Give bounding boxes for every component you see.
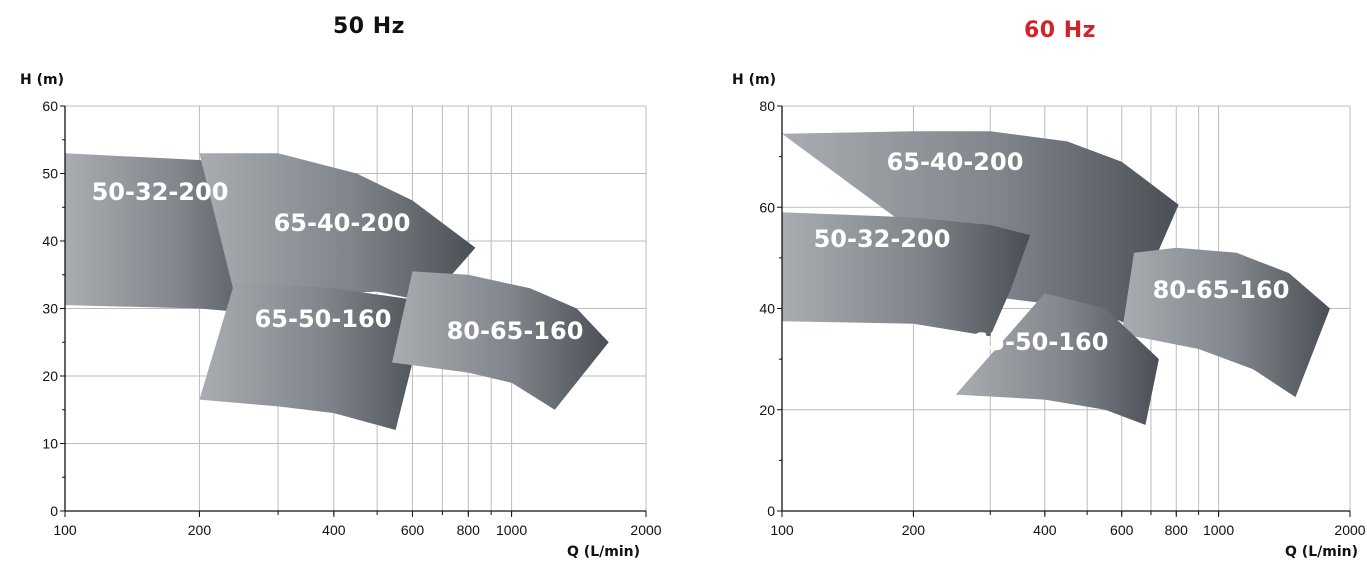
y-tick-label: 0 <box>50 503 58 519</box>
y-tick-label: 80 <box>759 98 775 114</box>
series-label-65-40-200: 65-40-200 <box>274 209 411 237</box>
x-axis-label: Q (L/min) <box>1285 544 1358 560</box>
x-tick-label: 1000 <box>496 522 527 538</box>
x-tick-label: 200 <box>902 522 926 538</box>
y-tick-label: 20 <box>759 402 775 418</box>
series-label-80-65-160: 80-65-160 <box>1153 276 1290 304</box>
series-label-65-50-160: 65-50-160 <box>972 328 1109 356</box>
chart-60hz-plot: 0 20 40 60 80 100 200 400 600 800 1000 2000 H (m) Q (… <box>732 72 1366 560</box>
series-region-65-50-160 <box>955 293 1159 425</box>
x-tick-label: 800 <box>1165 522 1189 538</box>
series-label-65-50-160: 65-50-160 <box>255 305 392 333</box>
series-label-80-65-160: 80-65-160 <box>447 317 584 345</box>
series-region-50-32-200 <box>782 212 1031 337</box>
x-tick-label: 600 <box>1110 522 1134 538</box>
x-tick-label: 600 <box>401 522 425 538</box>
y-tick-label: 40 <box>42 233 58 249</box>
y-tick-label: 0 <box>767 503 775 519</box>
axes: 0 20 40 60 80 100 200 400 600 800 1000 2000 <box>759 98 1365 538</box>
chart-50hz: 50 Hz 0 10 20 30 40 50 60 100 200 400 600 800 1000 20… <box>0 0 670 564</box>
series-region-80-65-160 <box>392 271 609 410</box>
series-label-50-32-200: 50-32-200 <box>814 225 951 253</box>
x-tick-label: 100 <box>770 522 794 538</box>
y-tick-label: 60 <box>759 199 775 215</box>
chart-title-60hz: 60 Hz <box>1024 18 1096 43</box>
series-label-65-40-200: 65-40-200 <box>887 148 1024 176</box>
y-tick-label: 60 <box>42 98 58 114</box>
x-tick-label: 100 <box>53 522 77 538</box>
series-region-65-50-160 <box>199 281 428 430</box>
x-tick-label: 400 <box>1033 522 1057 538</box>
y-axis-label: H (m) <box>20 72 64 88</box>
series-label-50-32-200: 50-32-200 <box>92 178 229 206</box>
series-region-65-40-200 <box>199 153 476 312</box>
y-axis-label: H (m) <box>732 72 776 88</box>
x-tick-label: 1000 <box>1203 522 1234 538</box>
y-tick-label: 50 <box>42 166 58 182</box>
x-axis-label: Q (L/min) <box>567 544 640 560</box>
axes: 0 10 20 30 40 50 60 100 200 400 600 800 1000 2000 <box>42 98 661 538</box>
chart-60hz: 60 Hz 0 20 40 60 80 100 200 400 600 800 1000 2000 H … <box>690 0 1367 564</box>
x-tick-label: 2000 <box>630 522 661 538</box>
chart-50hz-plot: 0 10 20 30 40 50 60 100 200 400 600 800 1000 2000 H (m… <box>20 72 662 560</box>
y-tick-label: 20 <box>42 368 58 384</box>
y-tick-label: 40 <box>759 301 775 317</box>
chart-title-50hz: 50 Hz <box>333 14 405 39</box>
x-tick-label: 400 <box>322 522 346 538</box>
y-tick-label: 30 <box>42 301 58 317</box>
x-tick-label: 800 <box>457 522 481 538</box>
x-tick-label: 200 <box>188 522 212 538</box>
series-region-80-65-160 <box>1121 247 1330 398</box>
y-tick-label: 10 <box>42 436 58 452</box>
x-tick-label: 2000 <box>1334 522 1365 538</box>
